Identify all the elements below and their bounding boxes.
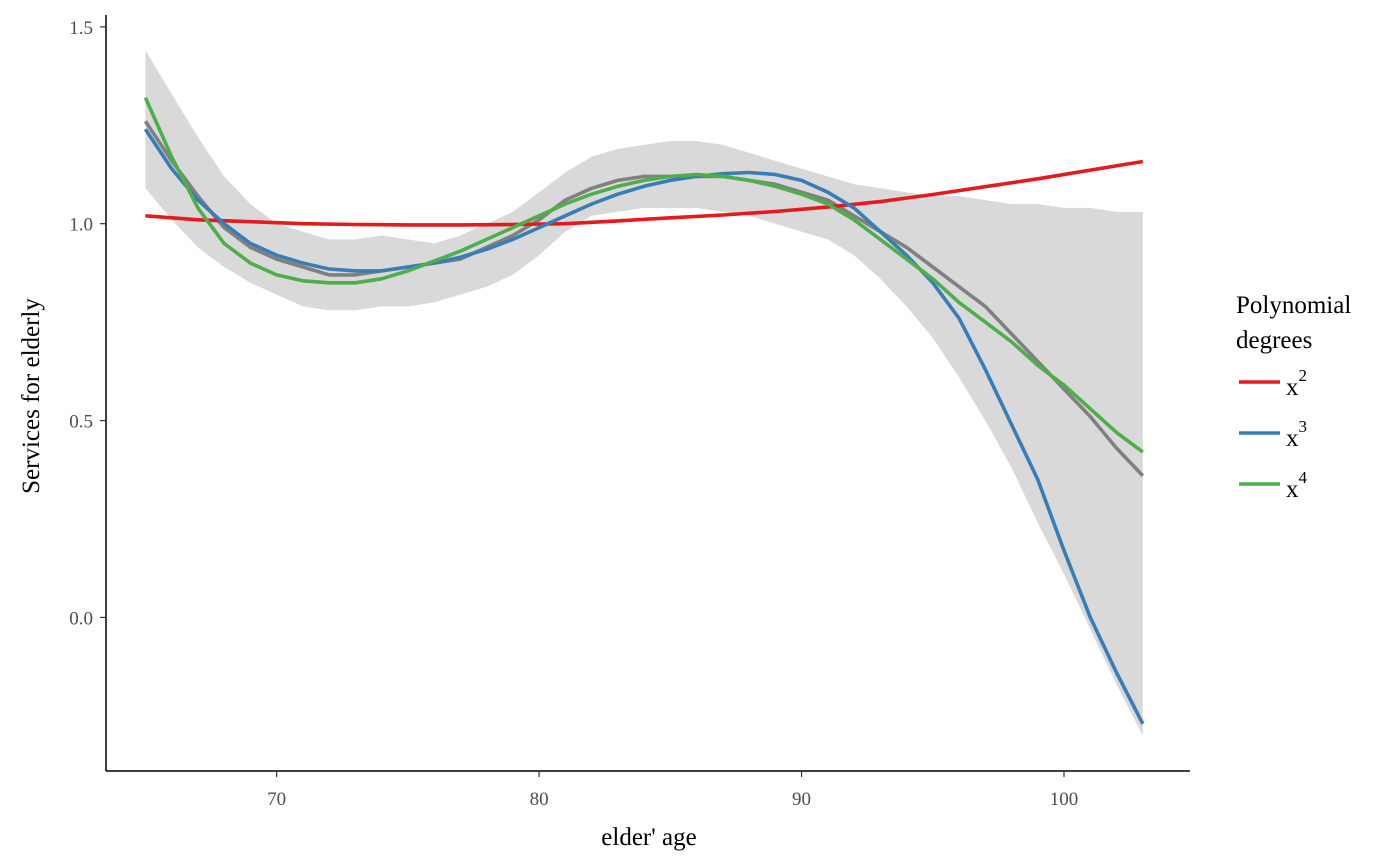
legend-title-line-2: degrees — [1236, 327, 1312, 354]
x-axis-title: elder' age — [601, 824, 696, 851]
y-tick-label: 1.5 — [69, 18, 93, 39]
trend-line-gray — [143, 120, 1145, 477]
x-tick-label: 80 — [530, 789, 549, 810]
confidence-band — [145, 50, 1143, 736]
y-axis-title: Services for elderly — [18, 298, 45, 494]
y-tick-label: 1.0 — [69, 215, 93, 236]
legend-entries: x2 x3 x4 — [1239, 366, 1308, 503]
legend-title-line-1: Polynomial — [1236, 292, 1351, 319]
series-line-x3 — [143, 128, 1145, 725]
x-axis-ticks: 70 80 90 100 — [267, 771, 1078, 810]
y-tick-label: 0.5 — [69, 412, 93, 433]
legend-label-x3: x3 — [1286, 417, 1307, 452]
x-tick-label: 70 — [267, 789, 286, 810]
y-axis-ticks: 0.0 0.5 1.0 1.5 — [69, 18, 106, 629]
y-tick-label: 0.0 — [69, 608, 93, 629]
series-line-x4 — [143, 96, 1144, 454]
plot-area — [143, 50, 1145, 736]
legend-label-x4: x4 — [1286, 468, 1308, 503]
series-layer — [143, 96, 1145, 725]
x-tick-label: 90 — [792, 789, 811, 810]
series-line-x2 — [145, 159, 1144, 227]
legend-label-x2: x2 — [1286, 366, 1307, 401]
legend: Polynomial degrees x2 x3 x4 — [1236, 292, 1351, 503]
x-tick-label: 100 — [1050, 789, 1079, 810]
